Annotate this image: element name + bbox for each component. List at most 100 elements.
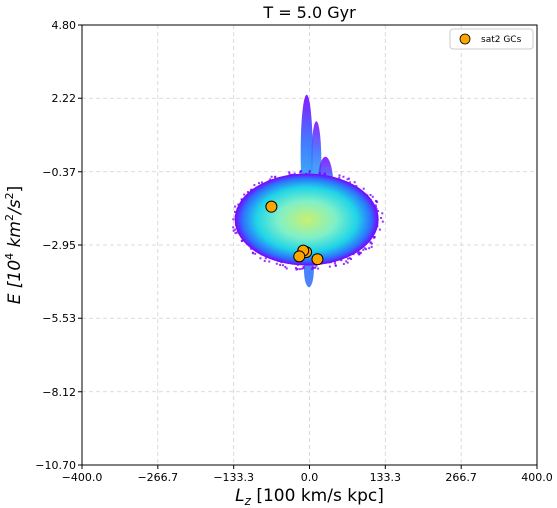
x-tick-label: 266.7 [445,471,477,484]
density-speckle [318,172,321,175]
density-speckle [378,228,381,231]
density-speckle [324,172,327,175]
density-speckle [311,266,314,269]
density-speckle [294,267,297,270]
density-speckle [342,175,345,178]
density-speckle [373,235,376,238]
density-speckle [299,171,302,174]
y-tick-label: −8.12 [42,386,76,399]
density-speckle [370,245,373,248]
density-speckle [346,261,349,264]
density-speckle [233,210,236,213]
density-speckle [295,268,298,271]
density-speckle [380,216,383,219]
density-speckle [232,229,235,232]
density-speckle [313,266,316,269]
density-speckle [315,264,318,267]
density-speckle [254,252,257,255]
x-tick-label: 0.0 [301,471,319,484]
chart-title: T = 5.0 Gyr [262,3,356,22]
x-ticks: −400.0 −266.7 −133.3 0.0 133.3 266.7 400.0 [62,465,553,484]
density-speckle [258,182,261,185]
y-tick-label: −10.70 [35,459,76,472]
density-speckle [259,257,262,260]
density-speckle [347,257,350,260]
density-speckle [328,265,331,268]
x-tick-label: −133.3 [213,471,254,484]
density-speckle [264,257,267,260]
y-tick-label: −0.37 [42,166,76,179]
density-speckle [234,232,237,235]
density-speckle [308,169,311,172]
density-speckle [243,193,246,196]
density-speckle [232,226,235,229]
density-speckle [240,240,243,243]
x-tick-label: −266.7 [137,471,178,484]
density-speckle [370,242,373,245]
density-speckle [357,250,360,253]
density-speckle [369,193,372,196]
density-speckle [263,260,266,263]
y-tick-label: 2.22 [52,92,77,105]
density-speckle [338,174,341,177]
density-speckle [281,264,284,267]
y-tick-label: −2.95 [42,239,76,252]
legend-label: sat2 GCs [481,35,522,45]
density-speckle [377,210,380,213]
density-speckle [359,251,362,254]
density-speckle [293,172,296,175]
density-speckle [368,247,371,250]
density-speckle [348,257,351,260]
density-speckle [317,267,320,270]
density-speckle [376,201,379,204]
density-speckle [288,172,291,175]
density-cloud [232,94,384,288]
density-speckle [275,262,278,265]
density-speckle [237,203,240,206]
gc-point [293,250,306,263]
density-speckle [288,171,291,174]
gc-point [311,253,324,266]
density-speckle [362,248,365,251]
density-speckle [240,198,243,201]
density-core [234,173,379,266]
x-tick-label: 400.0 [521,471,553,484]
density-speckle [355,185,358,188]
density-speckle [235,231,238,234]
legend: sat2 GCs [449,28,534,50]
density-speckle [298,268,301,271]
density-speckle [246,191,249,194]
density-speckle [302,265,305,268]
density-speckle [311,268,314,271]
density-speckle [308,171,311,174]
density-speckle [342,263,345,266]
density-speckle [374,204,377,207]
x-tick-label: 133.3 [370,471,402,484]
density-speckle [302,266,305,269]
density-speckle [334,264,337,267]
density-speckle [274,175,277,178]
density-speckle [249,189,252,192]
density-speckle [284,265,287,268]
density-speckle [362,187,365,190]
density-speckle [348,181,351,184]
density-speckle [299,170,302,173]
density-speckle [340,259,343,262]
gc-point [265,200,278,213]
legend-box [449,28,534,50]
density-speckle [268,260,271,263]
density-speckle [314,266,317,269]
density-speckle [381,220,384,223]
density-speckle [338,176,341,179]
density-speckle [253,184,256,187]
density-speckle [346,178,349,181]
density-speckle [375,199,378,202]
density-speckle [358,253,361,256]
x-tick-label: −400.0 [62,471,103,484]
density-speckle [381,212,384,215]
density-speckle [363,247,366,250]
density-speckle [270,175,273,178]
y-ticks: 4.80 2.22 −0.37 −2.95 −5.53 −8.12 −10.70 [35,19,82,472]
density-speckle [350,258,353,261]
